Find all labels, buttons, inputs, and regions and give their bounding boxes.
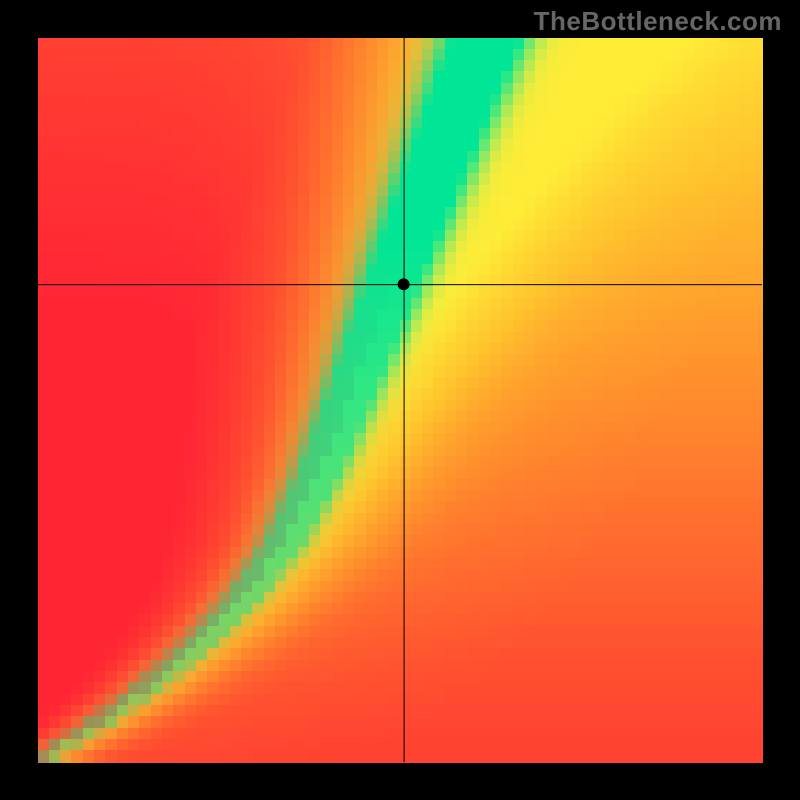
watermark: TheBottleneck.com (534, 6, 782, 37)
heatmap-canvas (0, 0, 800, 800)
